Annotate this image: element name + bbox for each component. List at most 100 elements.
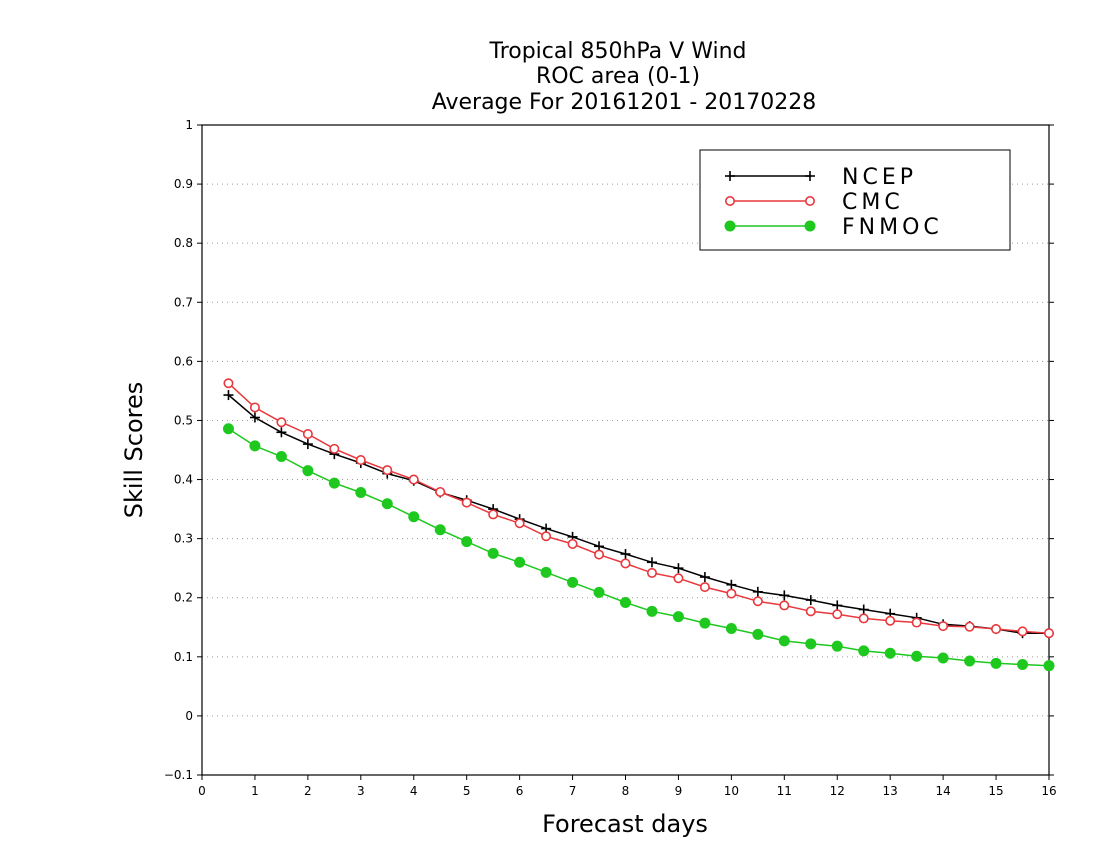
y-tick-label: 0.8 (174, 236, 193, 250)
data-point-fnmoc (408, 511, 420, 523)
legend-marker-fnmoc (724, 220, 736, 232)
legend-marker-cmc (804, 196, 815, 207)
data-point-cmc (991, 624, 1002, 635)
data-point-cmc (276, 417, 287, 428)
legend-entry-fnmoc: FNMOC (724, 215, 943, 240)
x-tick-label: 8 (622, 784, 630, 798)
x-tick-label: 5 (463, 784, 471, 798)
data-point-ncep (276, 427, 287, 438)
x-tick-label: 10 (724, 784, 739, 798)
data-point-ncep (805, 595, 816, 606)
legend-label-fnmoc: FNMOC (842, 215, 943, 240)
data-point-ncep (249, 412, 260, 423)
data-point-ncep (832, 600, 843, 611)
data-point-cmc (673, 573, 684, 584)
data-point-fnmoc (461, 536, 473, 548)
data-point-ncep (620, 549, 631, 559)
x-tick-label: 4 (410, 784, 418, 798)
data-point-cmc (594, 549, 605, 560)
data-point-fnmoc (540, 566, 552, 578)
data-point-cmc (249, 402, 260, 413)
chart-title: Tropical 850hPa V Wind ROC area (0-1) Av… (432, 39, 817, 115)
data-point-fnmoc (646, 605, 658, 617)
data-point-ncep (223, 390, 234, 401)
data-point-fnmoc (381, 498, 393, 510)
x-tick-label: 13 (883, 784, 898, 798)
legend-marker-cmc (724, 196, 735, 207)
legend-marker-ncep (805, 171, 815, 181)
x-tick-label: 16 (1041, 784, 1056, 798)
y-tick-label: −0.1 (164, 768, 193, 782)
series-fnmoc (222, 423, 1055, 672)
legend-label-cmc: CMC (842, 190, 904, 215)
data-point-cmc (223, 378, 234, 389)
data-point-cmc (938, 621, 949, 632)
data-point-fnmoc (858, 645, 870, 657)
data-point-cmc (752, 596, 763, 607)
title-line-1: Tropical 850hPa V Wind (488, 39, 746, 64)
data-point-fnmoc (620, 596, 631, 608)
series-group (222, 378, 1055, 672)
data-point-fnmoc (884, 647, 896, 659)
data-point-ncep (779, 590, 790, 601)
data-point-fnmoc (725, 622, 737, 634)
data-point-fnmoc (275, 451, 287, 462)
data-point-cmc (302, 429, 313, 440)
legend-marker-ncep (725, 171, 735, 181)
data-point-cmc (858, 613, 869, 624)
data-point-fnmoc (567, 576, 579, 588)
y-axis-label: Skill Scores (120, 382, 148, 519)
data-point-ncep (699, 572, 710, 583)
data-point-fnmoc (831, 640, 843, 652)
y-tick-label: 0.1 (174, 650, 193, 664)
data-point-cmc (646, 567, 657, 578)
data-point-cmc (382, 465, 393, 476)
y-tick-label: 0.5 (174, 413, 193, 427)
data-point-cmc (726, 588, 737, 599)
data-point-fnmoc (805, 638, 817, 650)
y-tick-label: 0.6 (174, 354, 193, 368)
x-tick-label: 14 (935, 784, 950, 798)
data-point-fnmoc (699, 617, 711, 629)
data-point-fnmoc (964, 655, 976, 667)
data-point-fnmoc (937, 652, 949, 664)
data-point-ncep (858, 604, 869, 615)
data-point-cmc (885, 615, 896, 626)
x-axis-label: Forecast days (542, 810, 708, 838)
y-tick-label: 0.2 (174, 591, 193, 605)
x-tick-label: 0 (198, 784, 206, 798)
data-point-cmc (514, 518, 525, 529)
series-cmc (223, 378, 1055, 639)
data-point-fnmoc (328, 477, 340, 489)
x-tick-label: 1 (251, 784, 259, 798)
data-point-fnmoc (778, 635, 790, 647)
data-point-cmc (567, 538, 578, 549)
data-point-cmc (620, 558, 631, 569)
grid-lines (202, 183, 1049, 717)
x-tick-label: 12 (830, 784, 845, 798)
x-tick-label: 15 (988, 784, 1003, 798)
data-point-cmc (408, 474, 419, 485)
data-point-fnmoc (593, 586, 605, 598)
y-tick-label: 0.3 (174, 532, 193, 546)
data-point-fnmoc (752, 628, 764, 640)
data-point-fnmoc (487, 547, 499, 559)
data-point-ncep (646, 557, 657, 568)
data-point-cmc (461, 497, 472, 508)
x-tick-label: 3 (357, 784, 365, 798)
x-tick-label: 11 (777, 784, 792, 798)
y-tick-label: 0.9 (174, 177, 193, 191)
data-point-cmc (832, 609, 843, 620)
y-tick-label: 1 (185, 118, 193, 132)
data-point-fnmoc (434, 524, 446, 536)
x-tick-label: 6 (516, 784, 524, 798)
series-ncep (223, 390, 1054, 639)
legend-entry-ncep: NCEP (725, 165, 913, 190)
data-point-fnmoc (672, 611, 684, 623)
data-point-cmc (541, 531, 552, 542)
data-point-cmc (699, 582, 710, 593)
data-point-cmc (488, 509, 499, 520)
data-point-cmc (435, 486, 446, 497)
title-line-3: Average For 20161201 - 20170228 (432, 90, 817, 115)
